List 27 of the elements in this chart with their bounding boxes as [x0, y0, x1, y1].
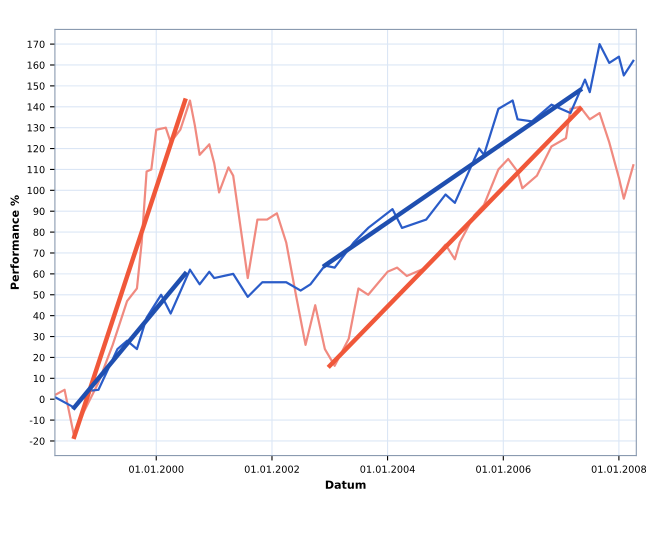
y-tick-label: 30: [34, 333, 45, 340]
y-tick-label: 120: [28, 145, 45, 152]
y-tick-label: 140: [28, 103, 45, 111]
x-tick-label: 01.01.2000: [129, 465, 184, 473]
y-axis-title: Performance %: [10, 195, 19, 290]
y-tick-label: 130: [28, 124, 45, 132]
x-tick-label: 01.01.2008: [592, 465, 646, 473]
x-tick-label: 01.01.2006: [476, 465, 531, 473]
y-tick-label: 100: [28, 186, 45, 194]
y-tick-label: 10: [34, 374, 45, 382]
y-tick-label: 160: [28, 61, 45, 69]
y-tick-label: 80: [33, 228, 45, 236]
y-tick-label: 90: [33, 208, 45, 216]
y-tick-label: 50: [34, 291, 45, 299]
y-tick-label: 70: [34, 249, 45, 257]
y-tick-label: 110: [28, 166, 45, 174]
y-tick-label: 40: [33, 312, 45, 320]
y-tick-label: 170: [28, 40, 45, 48]
y-tick-label: -10: [30, 416, 45, 424]
y-tick-label: 0: [40, 396, 45, 404]
y-tick-label: -20: [30, 437, 45, 445]
y-tick-label: 20: [34, 354, 45, 362]
y-tick-label: 150: [28, 82, 45, 90]
x-tick-label: 01.01.2002: [244, 465, 299, 473]
x-axis-title: Datum: [326, 480, 366, 489]
x-tick-label: 01.01.2004: [360, 465, 415, 473]
y-tick-label: 60: [33, 270, 45, 278]
